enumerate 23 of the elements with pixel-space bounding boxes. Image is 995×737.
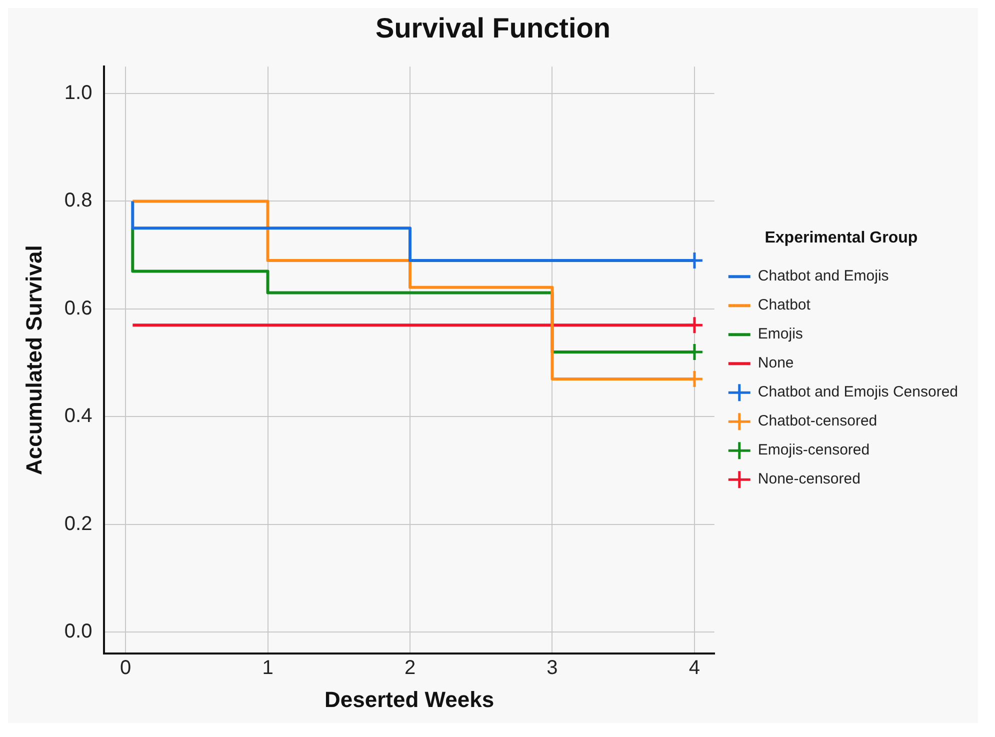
y-tick-label: 0.6 (64, 297, 92, 320)
legend-label: None-censored (758, 470, 860, 488)
legend-label: Emojis-censored (758, 442, 870, 459)
x-tick-label: 2 (404, 657, 416, 680)
legend-label: Chatbot-censored (758, 412, 878, 430)
y-tick-label: 0.8 (64, 190, 92, 212)
legend-label: Emojis (758, 326, 803, 343)
x-tick-label: 4 (688, 657, 700, 680)
legend-label: Chatbot and Emojis Censored (758, 384, 958, 401)
x-tick-label: 1 (262, 657, 274, 680)
legend-label: None (758, 354, 794, 372)
y-tick-label: 1.0 (64, 82, 92, 104)
y-tick-label: 0.0 (64, 620, 92, 643)
y-axis-title: Accumulated Survival (21, 245, 46, 476)
legend-title: Experimental Group (764, 229, 918, 246)
legend-label: Chatbot (758, 296, 812, 314)
x-tick-label: 0 (120, 657, 132, 680)
legend-label: Chatbot and Emojis (758, 268, 889, 285)
y-tick-label: 0.4 (64, 405, 92, 428)
x-tick-label: 3 (546, 657, 558, 680)
chart-title: Survival Function (376, 12, 610, 44)
y-tick-label: 0.2 (64, 512, 92, 535)
x-axis-title: Deserted Weeks (324, 686, 494, 712)
